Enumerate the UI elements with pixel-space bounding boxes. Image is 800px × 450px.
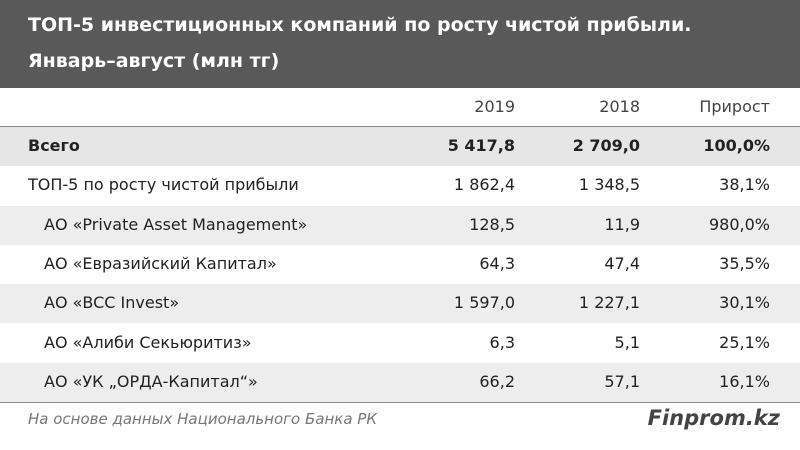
value: 25,1% <box>719 332 770 352</box>
value: 16,1% <box>719 371 770 391</box>
row-label: АО «Алиби Секьюритиз» <box>44 332 252 352</box>
divider <box>0 402 800 404</box>
column-header: 2019 <box>474 97 515 116</box>
row-bg <box>0 244 800 285</box>
value: 1 348,5 <box>578 175 640 195</box>
value: 66,2 <box>479 371 515 391</box>
value: 5,1 <box>614 332 640 352</box>
row-bg <box>0 323 800 363</box>
subtitle: Январь–август (млн тг) <box>28 50 280 72</box>
value: 100,0% <box>703 136 770 155</box>
value: 128,5 <box>469 214 515 234</box>
row-label: АО «Private Asset Management» <box>44 214 308 234</box>
value: 38,1% <box>719 175 770 195</box>
value: 11,9 <box>604 214 640 234</box>
value: 980,0% <box>708 214 770 234</box>
value: 2 709,0 <box>572 136 640 155</box>
row-label: АО «Евразийский Капитал» <box>44 253 277 273</box>
row-bg <box>0 127 800 167</box>
brand: Finprom.kz <box>647 406 780 430</box>
row-bg <box>0 284 800 324</box>
row-bg <box>0 166 800 206</box>
row-label: АО «BCC Invest» <box>44 293 180 313</box>
header: ТОП-5 инвестиционных компаний по росту ч… <box>0 0 800 88</box>
value: 30,1% <box>719 293 770 313</box>
row-bg <box>0 362 800 403</box>
title: ТОП-5 инвестиционных компаний по росту ч… <box>28 14 692 36</box>
value: 1 597,0 <box>453 293 515 313</box>
value: 57,1 <box>604 371 640 391</box>
value: 35,5% <box>719 253 770 273</box>
value: 47,4 <box>604 253 640 273</box>
source-note: На основе данных Национального Банка РК <box>28 410 377 428</box>
row-label: ТОП-5 по росту чистой прибыли <box>28 175 299 195</box>
value: 5 417,8 <box>447 136 515 155</box>
value: 1 862,4 <box>453 175 515 195</box>
value: 6,3 <box>489 332 515 352</box>
column-header: 2018 <box>599 97 640 116</box>
row-bg <box>0 205 800 245</box>
row-label: АО «УК „ОРДА-Капитал“» <box>44 371 258 391</box>
value: 64,3 <box>479 253 515 273</box>
row-label: Всего <box>28 136 80 155</box>
column-header: Прирост <box>699 97 770 116</box>
value: 1 227,1 <box>578 293 640 313</box>
divider <box>0 126 800 127</box>
